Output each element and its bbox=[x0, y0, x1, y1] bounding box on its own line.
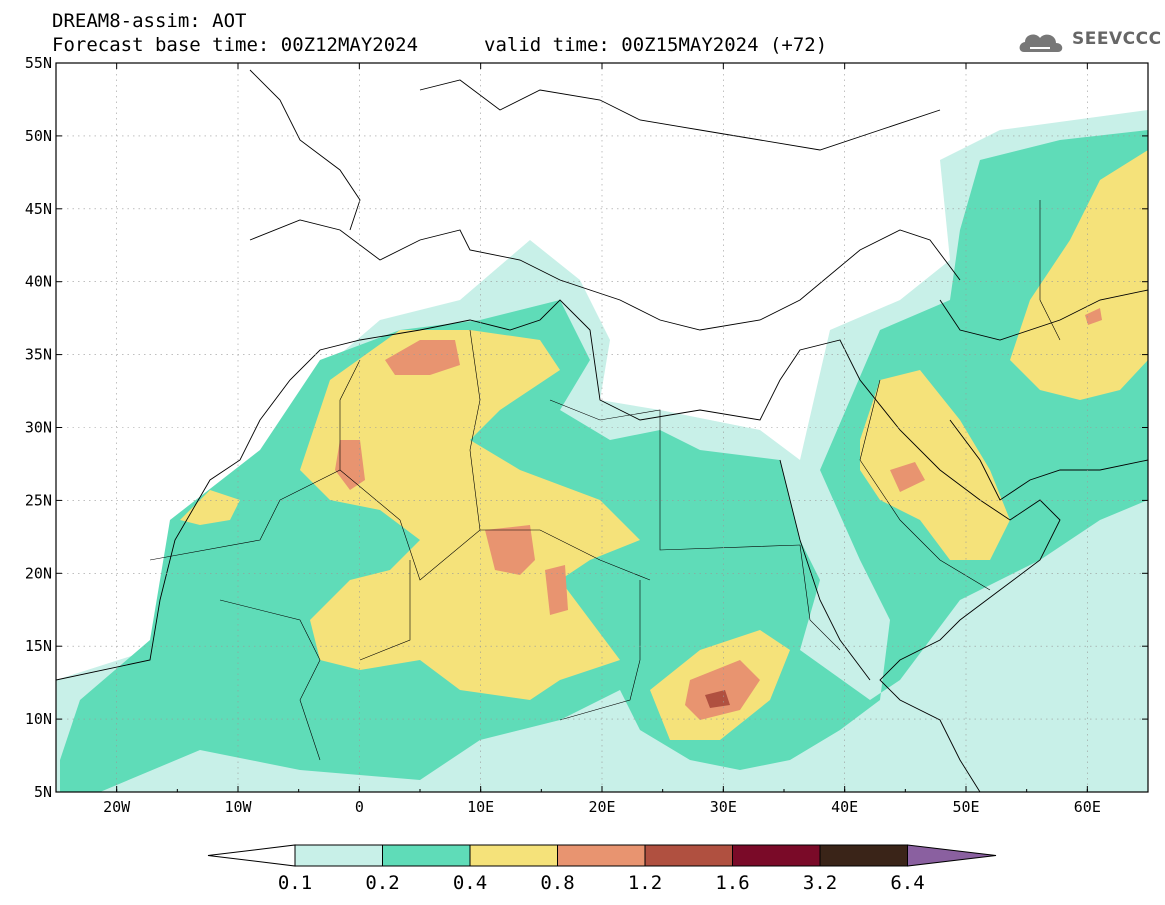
lon-label: 20W bbox=[103, 798, 131, 816]
lon-label: 50E bbox=[952, 798, 979, 816]
aot-band-0.8 bbox=[335, 440, 365, 490]
colorbar-box bbox=[732, 844, 821, 867]
title-line-1: DREAM8-assim: AOT bbox=[52, 10, 247, 32]
graticule bbox=[56, 63, 1148, 792]
lat-label: 5N bbox=[34, 783, 52, 801]
lat-label: 15N bbox=[25, 637, 52, 655]
valid-time: valid time: 00Z15MAY2024 (+72) bbox=[484, 34, 828, 56]
aot-band-0.8 bbox=[545, 565, 568, 615]
colorbar-label: 0.2 bbox=[365, 872, 400, 894]
colorbar-label: 0.8 bbox=[540, 872, 575, 894]
lat-label: 45N bbox=[25, 200, 52, 218]
title-line-2: Forecast base time: 00Z12MAY2024 bbox=[52, 34, 419, 56]
aot-band-0.8 bbox=[890, 462, 925, 492]
colorbar bbox=[207, 844, 997, 867]
colorbar-label: 1.2 bbox=[627, 872, 663, 894]
lat-label: 35N bbox=[25, 346, 52, 364]
colorbar-arrow-low bbox=[207, 844, 296, 867]
cloud-icon bbox=[1019, 34, 1063, 52]
lat-label: 10N bbox=[25, 710, 52, 728]
colorbar-arrow-high bbox=[907, 844, 997, 867]
lat-label: 25N bbox=[25, 491, 52, 509]
colorbar-box bbox=[819, 844, 908, 867]
coastlines bbox=[56, 69, 1148, 792]
lon-label: 40E bbox=[831, 798, 858, 816]
aot-band-0.4 bbox=[1010, 150, 1148, 400]
aot-band-0.8 bbox=[485, 525, 535, 575]
colorbar-label: 1.6 bbox=[715, 872, 750, 894]
lon-label: 10W bbox=[224, 798, 252, 816]
colorbar-box bbox=[382, 844, 471, 867]
lon-label: 20E bbox=[588, 798, 615, 816]
lon-label: 60E bbox=[1074, 798, 1101, 816]
lat-label: 55N bbox=[25, 54, 52, 72]
aot-band-0.8 bbox=[685, 660, 760, 720]
aot-band-1.2 bbox=[705, 690, 730, 708]
colorbar-box bbox=[644, 844, 733, 867]
colorbar-box bbox=[557, 844, 646, 867]
lat-label: 20N bbox=[25, 564, 52, 582]
colorbar-label: 6.4 bbox=[890, 872, 925, 894]
logo-text: SEEVCCC bbox=[1072, 29, 1162, 49]
lon-label: 30E bbox=[710, 798, 737, 816]
country-borders bbox=[149, 200, 1061, 761]
aot-band-0.8 bbox=[385, 340, 460, 375]
colorbar-label: 0.1 bbox=[277, 872, 313, 894]
lat-label: 30N bbox=[25, 419, 52, 437]
axis-ticks bbox=[55, 62, 1149, 793]
colorbar-label: 0.4 bbox=[452, 872, 488, 894]
colorbar-label: 3.2 bbox=[802, 872, 838, 894]
lon-label: 0 bbox=[355, 798, 364, 816]
colorbar-box bbox=[294, 844, 383, 867]
colorbar-box bbox=[469, 844, 558, 867]
aot-band-0.4 bbox=[180, 490, 240, 525]
lon-label: 10E bbox=[467, 798, 494, 816]
lat-label: 40N bbox=[25, 273, 52, 291]
lat-label: 50N bbox=[25, 127, 52, 145]
aot-band-0.8 bbox=[1085, 308, 1102, 325]
